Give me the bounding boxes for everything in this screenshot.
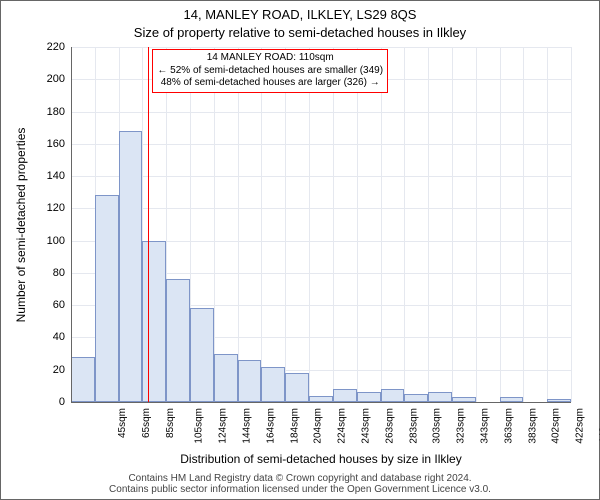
gridline-v [523, 47, 524, 402]
axis-line [71, 402, 571, 403]
histogram-bar [142, 241, 166, 402]
x-tick-label: 105sqm [194, 408, 205, 444]
annotation-line-3: 48% of semi-detached houses are larger (… [157, 77, 383, 90]
axis-line [71, 47, 72, 402]
histogram-bar [190, 308, 214, 402]
gridline-h [71, 176, 571, 177]
histogram-bar [214, 354, 238, 402]
y-tick-label: 40 [37, 331, 65, 343]
x-tick-label: 124sqm [218, 408, 229, 444]
gridline-v [452, 47, 453, 402]
histogram-bar [238, 360, 262, 402]
gridline-v [547, 47, 548, 402]
y-tick-label: 220 [37, 41, 65, 53]
x-tick-label: 224sqm [337, 408, 348, 444]
y-tick-label: 200 [37, 73, 65, 85]
x-tick-label: 363sqm [503, 408, 514, 444]
x-tick-label: 323sqm [456, 408, 467, 444]
y-tick-label: 120 [37, 202, 65, 214]
gridline-v [285, 47, 286, 402]
histogram-bar [71, 357, 95, 402]
annotation-line-2: ← 52% of semi-detached houses are smalle… [157, 65, 383, 78]
x-axis-label: Distribution of semi-detached houses by … [71, 452, 571, 466]
attribution-footer: Contains HM Land Registry data © Crown c… [1, 473, 599, 495]
x-tick-label: 263sqm [384, 408, 395, 444]
gridline-h [71, 112, 571, 113]
gridline-v [357, 47, 358, 402]
x-tick-label: 422sqm [575, 408, 586, 444]
annotation-line-1: 14 MANLEY ROAD: 110sqm [157, 52, 383, 65]
y-tick-label: 80 [37, 267, 65, 279]
x-tick-label: 402sqm [551, 408, 562, 444]
x-tick-label: 184sqm [289, 408, 300, 444]
gridline-v [500, 47, 501, 402]
footer-line-2: Contains public sector information licen… [1, 484, 599, 495]
gridline-v [333, 47, 334, 402]
gridline-v [381, 47, 382, 402]
y-tick-label: 0 [37, 396, 65, 408]
gridline-v [571, 47, 572, 402]
gridline-h [71, 144, 571, 145]
x-tick-label: 303sqm [432, 408, 443, 444]
y-tick-label: 140 [37, 170, 65, 182]
x-tick-label: 144sqm [242, 408, 253, 444]
x-tick-label: 243sqm [361, 408, 372, 444]
x-tick-label: 343sqm [480, 408, 491, 444]
histogram-bar [404, 394, 428, 402]
histogram-bar [95, 195, 119, 402]
x-tick-label: 164sqm [265, 408, 276, 444]
histogram-bar [119, 131, 143, 402]
gridline-h [71, 47, 571, 48]
histogram-bar [261, 367, 285, 403]
y-tick-label: 180 [37, 106, 65, 118]
histogram-bar [333, 389, 357, 402]
gridline-v [309, 47, 310, 402]
histogram-bar [166, 279, 190, 402]
gridline-h [71, 208, 571, 209]
y-axis-label: Number of semi-detached properties [14, 127, 28, 322]
gridline-v [238, 47, 239, 402]
histogram-bar [285, 373, 309, 402]
gridline-v [261, 47, 262, 402]
histogram-plot [71, 47, 571, 402]
gridline-v [476, 47, 477, 402]
y-tick-label: 160 [37, 138, 65, 150]
footer-line-1: Contains HM Land Registry data © Crown c… [1, 473, 599, 484]
y-tick-label: 60 [37, 299, 65, 311]
chart-supertitle: 14, MANLEY ROAD, ILKLEY, LS29 8QS [1, 7, 599, 22]
x-tick-label: 204sqm [313, 408, 324, 444]
gridline-v [428, 47, 429, 402]
x-tick-label: 45sqm [117, 408, 128, 438]
x-tick-label: 383sqm [527, 408, 538, 444]
y-tick-label: 100 [37, 235, 65, 247]
x-tick-label: 85sqm [165, 408, 176, 438]
reference-marker-line [148, 47, 149, 402]
gridline-v [214, 47, 215, 402]
histogram-bar [428, 392, 452, 402]
y-tick-label: 20 [37, 364, 65, 376]
marker-annotation: 14 MANLEY ROAD: 110sqm ← 52% of semi-det… [152, 49, 388, 93]
histogram-bar [357, 392, 381, 402]
chart-subtitle: Size of property relative to semi-detach… [1, 25, 599, 40]
gridline-v [404, 47, 405, 402]
x-tick-label: 283sqm [408, 408, 419, 444]
histogram-bar [381, 389, 405, 402]
x-tick-label: 65sqm [141, 408, 152, 438]
